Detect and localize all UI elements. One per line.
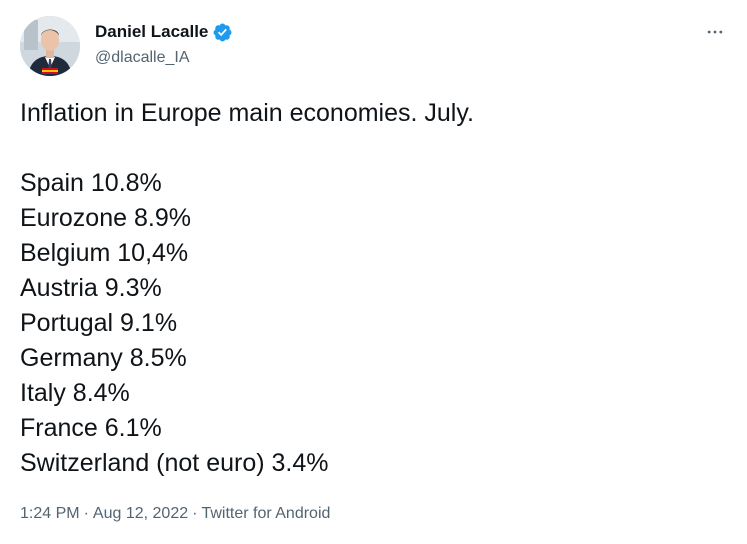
tweet-line: France 6.1% bbox=[20, 414, 162, 442]
avatar[interactable] bbox=[20, 16, 80, 76]
tweet-line: Germany 8.5% bbox=[20, 344, 187, 372]
avatar-image bbox=[20, 16, 80, 76]
tweet-line: Belgium 10,4% bbox=[20, 239, 189, 267]
tweet-line: Austria 9.3% bbox=[20, 274, 162, 302]
more-options-button[interactable] bbox=[697, 16, 733, 48]
tweet-text: Inflation in Europe main economies. July… bbox=[20, 96, 720, 481]
tweet-line: Portugal 9.1% bbox=[20, 309, 178, 337]
tweet-time[interactable]: 1:24 PM bbox=[20, 505, 80, 522]
author-name-row: Daniel Lacalle bbox=[95, 21, 233, 43]
tweet-intro: Inflation in Europe main economies. July… bbox=[20, 99, 474, 127]
tweet-line: Eurozone 8.9% bbox=[20, 204, 191, 232]
tweet-line: Spain 10.8% bbox=[20, 169, 162, 197]
author-handle[interactable]: @dlacalle_IA bbox=[95, 49, 190, 66]
tweet-meta: 1:24 PM · Aug 12, 2022 · Twitter for Android bbox=[20, 503, 330, 525]
tweet-date[interactable]: Aug 12, 2022 bbox=[92, 505, 189, 522]
tweet-line: Switzerland (not euro) 3.4% bbox=[20, 449, 329, 477]
author-block: Daniel Lacalle @dlacalle_IA bbox=[95, 21, 233, 69]
meta-separator: · bbox=[83, 505, 89, 522]
author-display-name[interactable]: Daniel Lacalle bbox=[95, 22, 209, 41]
blank-line bbox=[20, 131, 720, 166]
verified-badge-icon bbox=[213, 23, 232, 41]
tweet-source[interactable]: Twitter for Android bbox=[201, 505, 331, 522]
meta-separator: · bbox=[192, 505, 198, 522]
ellipsis-icon bbox=[707, 30, 723, 34]
tweet-line: Italy 8.4% bbox=[20, 379, 130, 407]
